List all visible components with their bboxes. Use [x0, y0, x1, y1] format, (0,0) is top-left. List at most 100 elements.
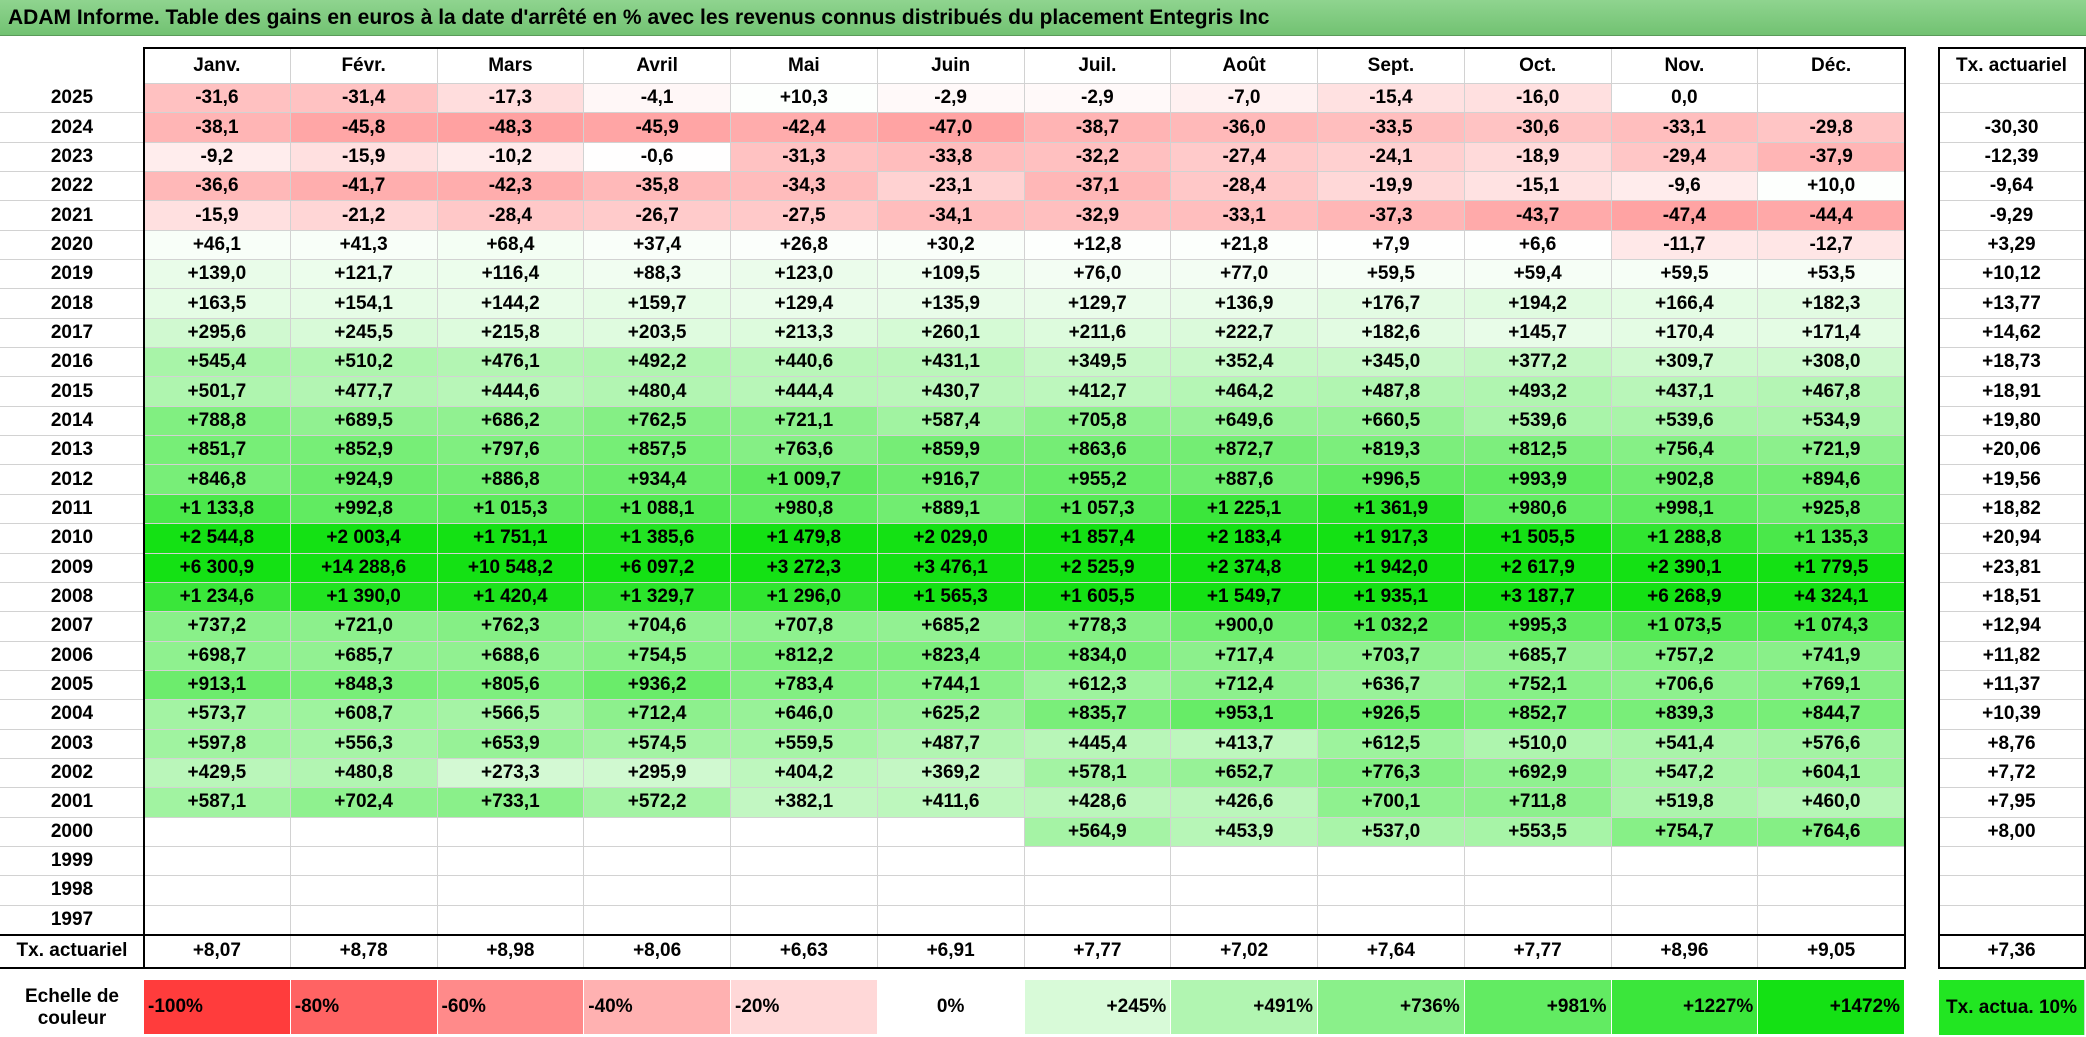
year-label: 2020: [0, 231, 144, 261]
gain-cell: [437, 876, 585, 906]
gain-cell: +1 135,3: [1758, 524, 1905, 554]
footer-rule: [0, 934, 1905, 936]
legend-swatch: 0%: [877, 980, 1025, 1035]
gain-cell: +926,5: [1318, 700, 1465, 730]
gain-cell: +3 187,7: [1464, 582, 1612, 613]
gain-cell: +852,7: [1464, 700, 1612, 730]
gain-cell: +2 617,9: [1464, 553, 1612, 583]
gain-cell: +477,7: [290, 377, 438, 407]
gain-cell: +46,1: [144, 230, 291, 261]
year-label: 2005: [0, 671, 144, 701]
gain-cell: +487,8: [1318, 377, 1465, 407]
gain-cell: +135,9: [877, 289, 1025, 319]
gain-cell: -47,4: [1611, 201, 1759, 231]
gain-cell: +1 942,0: [1318, 553, 1465, 583]
gain-cell: +295,9: [584, 758, 731, 789]
gain-cell: +480,8: [290, 758, 438, 789]
gain-cell: +430,7: [877, 377, 1025, 407]
footer-cell: +8,98: [437, 935, 585, 968]
gain-cell: -29,8: [1758, 113, 1905, 143]
column-header: Sept.: [1318, 48, 1465, 84]
gain-cell: +812,5: [1464, 436, 1612, 466]
gain-cell: +30,2: [877, 230, 1025, 261]
gain-cell: +460,0: [1758, 788, 1905, 818]
gain-cell: [144, 905, 291, 935]
gain-cell: +377,2: [1464, 348, 1612, 378]
gain-cell: +996,5: [1318, 465, 1465, 495]
gain-cell: +76,0: [1024, 260, 1172, 290]
gain-cell: +129,7: [1024, 289, 1172, 319]
gain-cell: +53,5: [1758, 260, 1905, 290]
gain-cell: +692,9: [1464, 758, 1612, 789]
gain-cell: [290, 817, 438, 847]
gain-cell: +1 329,7: [584, 582, 731, 613]
gain-cell: +382,1: [731, 788, 878, 818]
gain-cell: [584, 876, 731, 906]
gain-cell: -10,2: [437, 142, 585, 173]
year-label: 2017: [0, 319, 144, 349]
gain-cell: +706,6: [1611, 670, 1759, 701]
gain-cell: [731, 846, 878, 877]
gain-cell: +59,5: [1318, 260, 1465, 290]
total-cell: +11,37: [1939, 670, 2085, 701]
gain-cell: +480,4: [584, 377, 731, 407]
gain-cell: +556,3: [290, 729, 438, 759]
footer-total: +7,36: [1939, 935, 2085, 968]
gain-cell: [1318, 846, 1465, 877]
gain-cell: +295,6: [144, 318, 291, 349]
gain-cell: +846,8: [144, 465, 291, 495]
gain-cell: +686,2: [437, 406, 585, 437]
gain-cell: +925,8: [1758, 494, 1905, 525]
column-header: Janv.: [144, 48, 291, 84]
gain-cell: +704,6: [584, 612, 731, 642]
footer-cell: +6,63: [731, 935, 878, 968]
gain-cell: -16,0: [1464, 84, 1612, 114]
gain-cell: -45,8: [290, 113, 438, 143]
gain-cell: +10,0: [1758, 172, 1905, 202]
gain-cell: -4,1: [584, 84, 731, 114]
total-cell: +11,82: [1939, 641, 2085, 671]
gain-cell: [1024, 905, 1172, 935]
gain-cell: [290, 905, 438, 935]
gain-cell: +764,6: [1758, 817, 1905, 847]
footer-rule: [0, 967, 1905, 969]
gain-cell: [877, 817, 1025, 847]
gain-cell: +77,0: [1171, 260, 1318, 290]
year-label: 2011: [0, 495, 144, 525]
gain-cell: +14 288,6: [290, 553, 438, 583]
gain-cell: +608,7: [290, 700, 438, 730]
gain-cell: +844,7: [1758, 700, 1905, 730]
gain-cell: +116,4: [437, 260, 585, 290]
gain-cell: [1318, 905, 1465, 935]
gain-cell: +1 032,2: [1318, 612, 1465, 642]
gain-cell: +653,9: [437, 729, 585, 759]
legend-swatch: +981%: [1464, 980, 1612, 1035]
gain-cell: +1 057,3: [1024, 494, 1172, 525]
gain-cell: [584, 905, 731, 935]
year-label: 1999: [0, 847, 144, 877]
gain-cell: +510,2: [290, 348, 438, 378]
gain-cell: -32,9: [1024, 201, 1172, 231]
gain-cell: +660,5: [1318, 406, 1465, 437]
gain-cell: +537,0: [1318, 817, 1465, 847]
gain-cell: +812,2: [731, 641, 878, 671]
gain-cell: +2 525,9: [1024, 553, 1172, 583]
gain-cell: +428,6: [1024, 788, 1172, 818]
gain-cell: +154,1: [290, 289, 438, 319]
gain-cell: +721,9: [1758, 436, 1905, 466]
gain-cell: +176,7: [1318, 289, 1465, 319]
gain-cell: +129,4: [731, 289, 878, 319]
gain-cell: -15,9: [290, 142, 438, 173]
legend-swatch: +736%: [1318, 980, 1465, 1035]
gain-cell: -29,4: [1611, 142, 1759, 173]
gain-cell: +487,7: [877, 729, 1025, 759]
gain-cell: +308,0: [1758, 348, 1905, 378]
gain-cell: [1318, 876, 1465, 906]
gain-cell: +894,6: [1758, 465, 1905, 495]
footer-cell: +7,02: [1171, 935, 1318, 968]
gain-cell: +955,2: [1024, 465, 1172, 495]
gain-cell: +1 288,8: [1611, 524, 1759, 554]
gain-cell: +6,6: [1464, 230, 1612, 261]
year-label: 2010: [0, 524, 144, 554]
gain-cell: +636,7: [1318, 670, 1465, 701]
